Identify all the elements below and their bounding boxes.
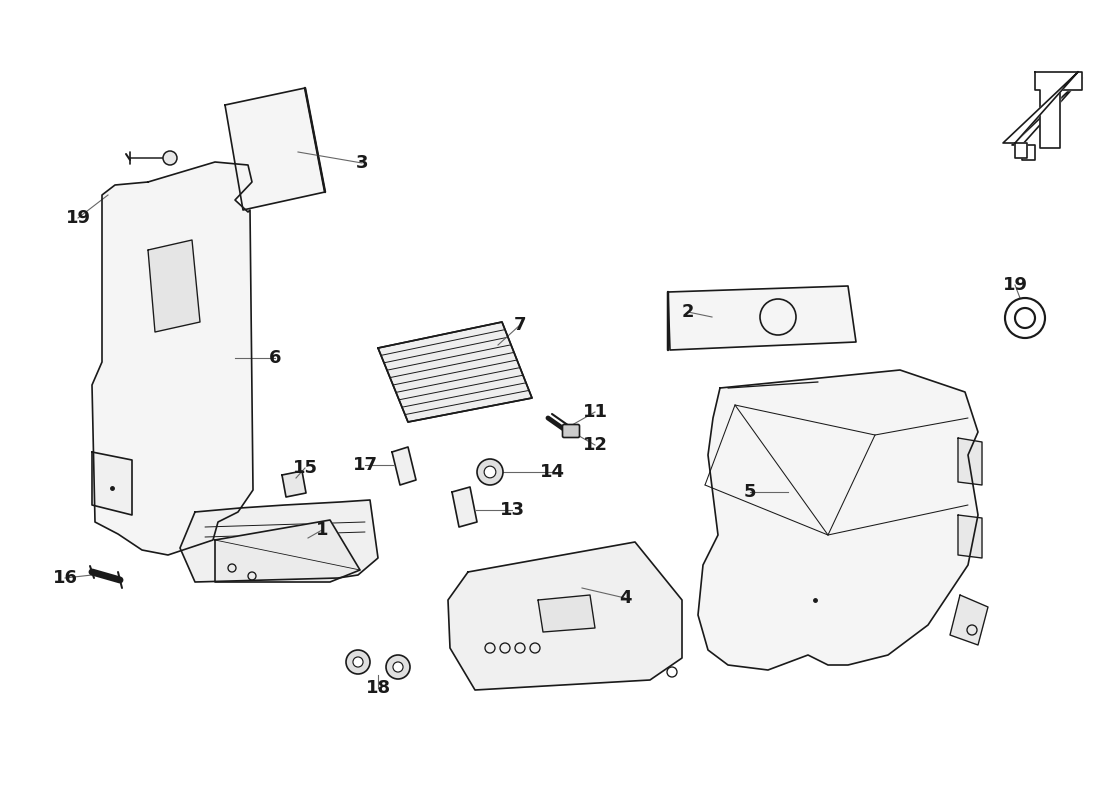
Circle shape <box>353 657 363 667</box>
Polygon shape <box>668 286 856 350</box>
Text: 16: 16 <box>53 569 77 587</box>
Circle shape <box>346 650 370 674</box>
Polygon shape <box>698 370 978 670</box>
FancyBboxPatch shape <box>562 425 580 438</box>
Circle shape <box>386 655 410 679</box>
Text: 11: 11 <box>583 403 607 421</box>
Text: 18: 18 <box>365 679 390 697</box>
Polygon shape <box>448 542 682 690</box>
Text: 7: 7 <box>514 316 526 334</box>
Polygon shape <box>226 88 324 210</box>
Text: 13: 13 <box>499 501 525 519</box>
Polygon shape <box>392 447 416 485</box>
Text: 15: 15 <box>293 459 318 477</box>
Polygon shape <box>958 438 982 485</box>
Text: 17: 17 <box>352 456 377 474</box>
Polygon shape <box>214 520 360 582</box>
Text: 4: 4 <box>618 589 631 607</box>
Text: 3: 3 <box>355 154 368 172</box>
Text: 1: 1 <box>316 521 328 539</box>
Circle shape <box>1005 298 1045 338</box>
Circle shape <box>163 151 177 165</box>
Polygon shape <box>1035 72 1082 148</box>
Text: 2: 2 <box>682 303 694 321</box>
Polygon shape <box>1003 72 1078 158</box>
Text: 19: 19 <box>1002 276 1027 294</box>
Polygon shape <box>958 515 982 558</box>
Polygon shape <box>148 240 200 332</box>
Polygon shape <box>538 595 595 632</box>
Polygon shape <box>452 487 477 527</box>
Circle shape <box>393 662 403 672</box>
Polygon shape <box>950 595 988 645</box>
Circle shape <box>484 466 496 478</box>
Polygon shape <box>282 471 306 497</box>
Circle shape <box>477 459 503 485</box>
Text: 19: 19 <box>66 209 90 227</box>
Polygon shape <box>92 452 132 515</box>
Text: 6: 6 <box>268 349 282 367</box>
Polygon shape <box>92 162 253 555</box>
Text: 12: 12 <box>583 436 607 454</box>
Polygon shape <box>180 500 378 582</box>
Polygon shape <box>1012 78 1082 160</box>
Text: 5: 5 <box>744 483 757 501</box>
Text: 14: 14 <box>539 463 564 481</box>
Polygon shape <box>378 322 532 422</box>
